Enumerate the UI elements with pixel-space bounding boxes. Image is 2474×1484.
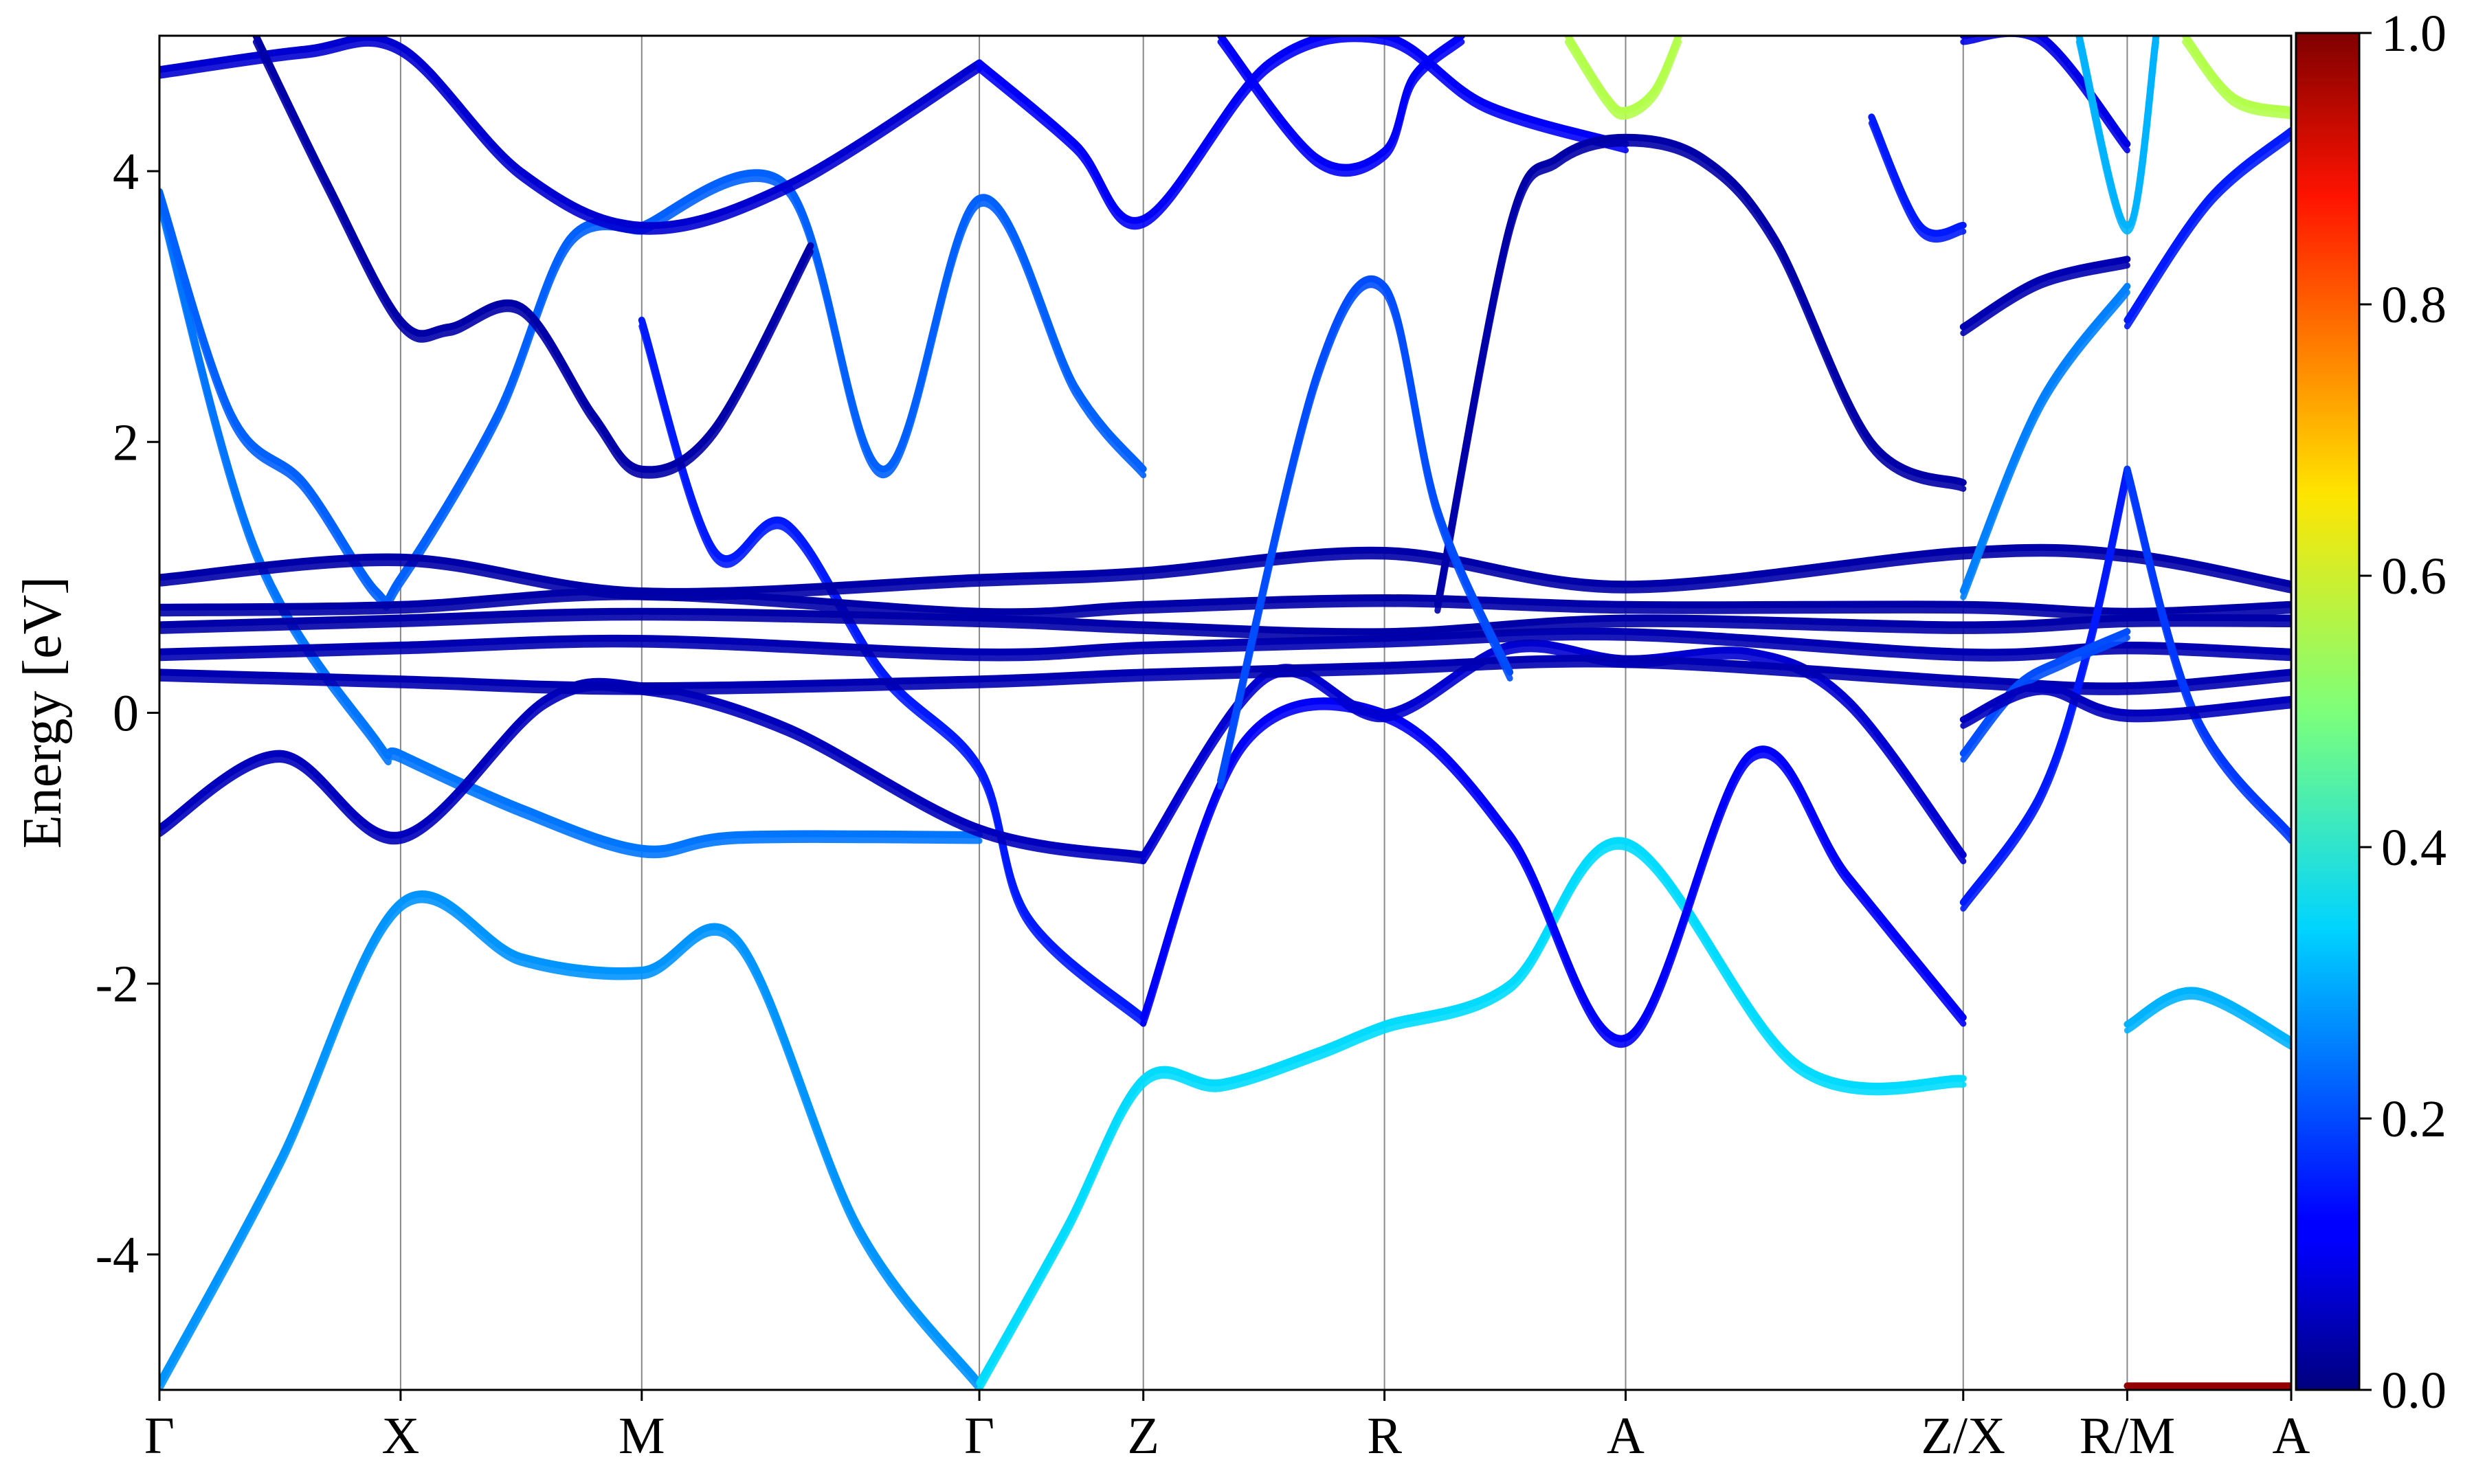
band-line-26: [2124, 127, 2291, 324]
band-line-16: [976, 36, 1629, 224]
band-lines: [159, 36, 2291, 1390]
colorbar-tick-label: 0.8: [2381, 276, 2447, 334]
band-line-27: [2181, 36, 2291, 114]
band-line-30-pair: [1868, 120, 1967, 243]
x-tick-label: Γ: [964, 1407, 994, 1465]
band-line-13-pair: [159, 594, 2291, 621]
band-line-2: [2124, 987, 2291, 1044]
band-line-0: [159, 890, 983, 1387]
band-line-23-pair: [1960, 289, 2130, 600]
x-tick-label: Z: [1127, 1407, 1159, 1465]
colorbar-tick-label: 0.0: [2381, 1362, 2447, 1419]
band-line-12-pair: [159, 614, 2291, 641]
y-tick-label: 0: [113, 685, 139, 743]
band-line-22: [1959, 256, 2131, 330]
band-line-10: [159, 655, 2291, 690]
band-line-15: [159, 36, 983, 229]
band-line-17-pair: [252, 38, 814, 479]
band-line-22-pair: [1960, 262, 2130, 337]
colorbar-tick-label: 0.4: [2381, 819, 2447, 877]
y-tick-label: -2: [96, 956, 139, 1013]
band-line-11-pair: [159, 634, 2291, 662]
band-line-9-pair: [1140, 646, 1967, 864]
colorbar-axis: 0.0 0.2 0.4 0.6 0.8 1.0: [2359, 5, 2447, 1419]
band-line-13: [159, 587, 2291, 616]
band-line-2-pair: [2124, 993, 2291, 1050]
x-tick-label: M: [618, 1407, 665, 1465]
band-line-32: [1959, 682, 2291, 723]
y-tick-label: 4: [113, 143, 139, 201]
y-tick-label: -4: [96, 1226, 139, 1284]
band-line-14: [159, 543, 2291, 595]
band-line-24-pair: [1960, 472, 2130, 912]
band-line-31: [1959, 628, 2131, 757]
band-line-31-pair: [1960, 634, 2130, 763]
band-line-0-pair: [159, 897, 983, 1390]
band-line-19-pair: [1217, 38, 1465, 177]
band-line-14-pair: [159, 550, 2291, 601]
band-line-18-pair: [1434, 140, 1967, 614]
x-tick-label: Γ: [144, 1407, 175, 1465]
band-line-7-pair: [1140, 704, 1967, 1048]
band-line-6-pair: [638, 323, 1147, 1027]
band-line-3-pair: [159, 201, 983, 859]
high-symmetry-gridlines: [399, 36, 2128, 1390]
band-line-17: [252, 36, 814, 473]
colorbar-tick-label: 1.0: [2381, 5, 2447, 63]
x-tick-label: A: [1607, 1407, 1645, 1465]
colorbar-tick-label: 0.6: [2381, 548, 2447, 605]
band-line-19: [1217, 36, 1465, 171]
band-line-12: [159, 607, 2291, 636]
y-axis: -4 -2 0 2 4: [96, 143, 159, 1284]
x-tick-label: A: [2273, 1407, 2310, 1465]
band-line-28-pair: [1960, 36, 2130, 154]
band-line-29-pair: [2075, 38, 2159, 235]
x-axis: Γ X M Γ Z R A Z/X R/M A: [144, 1390, 2310, 1465]
band-line-8: [159, 677, 1147, 859]
y-tick-label: 2: [113, 414, 139, 471]
band-line-30: [1868, 113, 1967, 237]
colorbar-tick-label: 0.2: [2381, 1090, 2447, 1148]
band-line-15-pair: [159, 40, 983, 235]
band-line-1-pair: [976, 843, 1967, 1390]
band-line-11: [159, 627, 2291, 656]
band-line-28: [1959, 36, 2131, 148]
x-tick-label: R: [1367, 1407, 1402, 1465]
x-tick-label: Z/X: [1921, 1407, 2005, 1465]
band-line-32-pair: [1960, 688, 2291, 729]
band-line-21-pair: [1564, 38, 1682, 120]
band-line-26-pair: [2124, 133, 2291, 330]
x-tick-label: X: [381, 1407, 419, 1465]
y-axis-label: Energy [eV]: [12, 576, 73, 848]
band-line-16-pair: [976, 36, 1629, 230]
band-line-27-pair: [2182, 38, 2291, 120]
colorbar: [2295, 32, 2361, 1391]
x-tick-label: R/M: [2080, 1407, 2175, 1465]
band-line-20-pair: [1217, 282, 1513, 790]
